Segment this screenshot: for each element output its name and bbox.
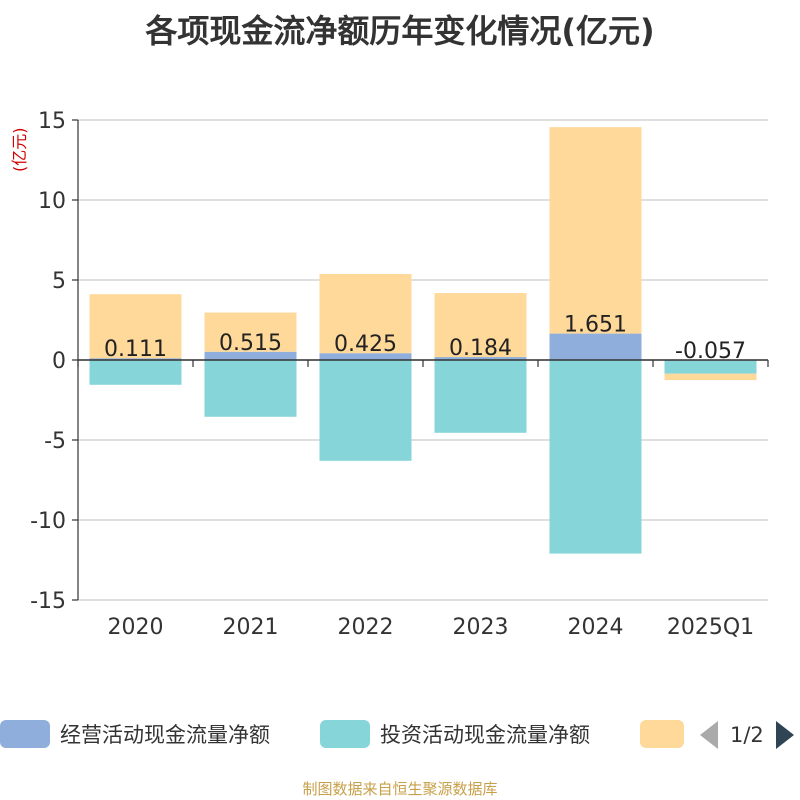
legend-swatch-operating bbox=[0, 720, 50, 748]
bar-financing bbox=[204, 312, 297, 352]
legend-prev-icon[interactable] bbox=[700, 721, 718, 749]
x-tick-label: 2022 bbox=[338, 615, 394, 640]
legend-swatch-financing bbox=[640, 720, 684, 748]
data-label: 0.111 bbox=[104, 337, 167, 362]
legend-item-investing[interactable]: 投资活动现金流量净额 bbox=[320, 720, 590, 748]
x-tick-label: 2025Q1 bbox=[667, 615, 754, 640]
y-tick-label: -10 bbox=[30, 509, 66, 534]
legend-page-indicator: 1/2 bbox=[730, 723, 764, 747]
data-label: -0.057 bbox=[675, 339, 746, 364]
y-tick-label: -15 bbox=[30, 589, 66, 614]
bar-financing bbox=[664, 373, 757, 381]
y-tick-label: 10 bbox=[38, 189, 66, 214]
bar-operating bbox=[204, 351, 297, 360]
bar-financing bbox=[434, 293, 527, 358]
y-tick-label: -5 bbox=[44, 429, 66, 454]
bar-financing bbox=[549, 127, 642, 334]
legend-label-investing: 投资活动现金流量净额 bbox=[380, 723, 590, 747]
x-tick-label: 2023 bbox=[453, 615, 509, 640]
bar-investing bbox=[204, 360, 297, 417]
x-tick-label: 2021 bbox=[223, 615, 279, 640]
bar-investing bbox=[664, 360, 757, 374]
y-tick-label: 5 bbox=[52, 269, 66, 294]
bar-operating bbox=[549, 333, 642, 360]
bar-financing bbox=[319, 274, 412, 354]
bar-financing bbox=[89, 294, 182, 359]
legend-item-operating[interactable]: 经营活动现金流量净额 bbox=[0, 720, 270, 748]
legend-label-operating: 经营活动现金流量净额 bbox=[60, 723, 270, 747]
y-tick-label: 15 bbox=[38, 109, 66, 134]
legend-item-financing[interactable] bbox=[640, 720, 694, 748]
bar-investing bbox=[319, 360, 412, 461]
legend-swatch-investing bbox=[320, 720, 370, 748]
legend-next-icon[interactable] bbox=[775, 721, 794, 749]
x-tick-label: 2024 bbox=[568, 615, 624, 640]
data-source: 制图数据来自恒生聚源数据库 bbox=[302, 780, 498, 798]
legend: 经营活动现金流量净额 投资活动现金流量净额 1/2 bbox=[0, 714, 800, 754]
data-label: 1.651 bbox=[564, 313, 627, 338]
data-label: 0.425 bbox=[334, 332, 397, 357]
bar-operating bbox=[319, 353, 412, 360]
bar-investing bbox=[89, 360, 182, 385]
data-label: 0.515 bbox=[219, 331, 282, 356]
x-tick-label: 2020 bbox=[108, 615, 164, 640]
legend-pager: 1/2 bbox=[700, 720, 794, 750]
data-label: 0.184 bbox=[449, 336, 512, 361]
bar-investing bbox=[434, 360, 527, 433]
y-tick-label: 0 bbox=[52, 349, 66, 374]
chart-title: 各项现金流净额历年变化情况(亿元) bbox=[145, 12, 655, 50]
bar-investing bbox=[549, 360, 642, 554]
bar-operating bbox=[89, 358, 182, 360]
bar-operating bbox=[434, 357, 527, 360]
